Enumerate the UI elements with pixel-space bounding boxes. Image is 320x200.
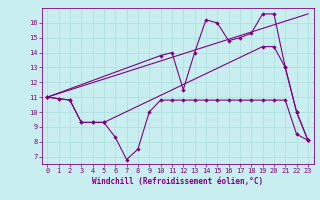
X-axis label: Windchill (Refroidissement éolien,°C): Windchill (Refroidissement éolien,°C) [92, 177, 263, 186]
